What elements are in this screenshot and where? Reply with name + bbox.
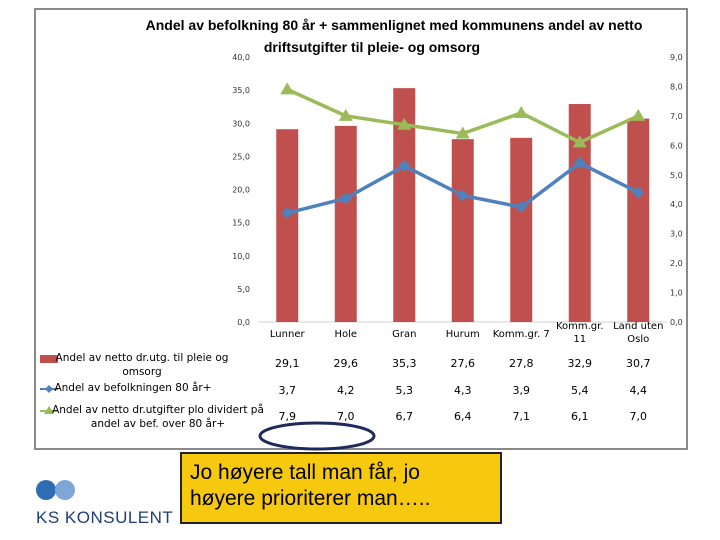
- y-right-tick-label: 8,0: [670, 82, 683, 91]
- data-table-cell: 5,3: [396, 384, 414, 397]
- y-left-tick-label: 25,0: [232, 152, 250, 161]
- data-table-cell: 7,0: [337, 410, 355, 423]
- data-table-cell: 4,4: [630, 384, 648, 397]
- bar: [568, 104, 591, 322]
- ks-logo-icon: [36, 480, 75, 500]
- data-table-cell: 30,7: [626, 357, 651, 370]
- x-category-label: Hole: [334, 329, 357, 340]
- bar: [510, 137, 533, 322]
- y-left-tick-label: 15,0: [232, 219, 250, 228]
- chart-title-line-2: driftsutgifter til pleie- og omsorg: [264, 39, 480, 55]
- data-table-cell: 3,9: [513, 384, 531, 397]
- highlight-ellipse: [258, 421, 376, 451]
- x-category-label: Lunner: [270, 329, 306, 340]
- y-right-tick-label: 4,0: [670, 200, 683, 209]
- line-point: [573, 157, 586, 169]
- callout-line-2: høyere prioriterer man…..: [190, 487, 431, 510]
- x-category-label: Gran: [392, 329, 416, 340]
- y-right-tick-label: 5,0: [670, 171, 683, 180]
- legend-swatch: [40, 355, 58, 363]
- chart-frame: [34, 8, 688, 450]
- y-left-tick-label: 35,0: [232, 86, 250, 95]
- line-point: [397, 117, 412, 130]
- line-point: [338, 108, 353, 121]
- line-point: [631, 108, 646, 121]
- bar: [393, 88, 416, 322]
- line-point: [572, 135, 587, 148]
- line-point: [515, 201, 528, 214]
- y-right-tick-label: 6,0: [670, 141, 683, 150]
- callout-line-1: Jo høyere tall man får, jo: [190, 461, 420, 484]
- data-table-cell: 6,1: [571, 410, 589, 423]
- y-right-tick-label: 0,0: [670, 318, 683, 327]
- data-table-cell: 29,6: [334, 357, 359, 370]
- y-left-tick-label: 30,0: [232, 119, 250, 128]
- y-left-tick-label: 5,0: [237, 285, 250, 294]
- legend-label: Andel av befolkningen 80 år+: [54, 381, 211, 394]
- data-table-cell: 4,2: [337, 384, 355, 397]
- line-point: [632, 186, 645, 199]
- data-table-cell: 4,3: [454, 384, 472, 397]
- legend-label: Andel av netto dr.utgifter plo dividert …: [52, 403, 264, 430]
- legend-marker: [44, 406, 54, 414]
- line-point: [455, 126, 470, 139]
- y-right-tick-label: 7,0: [670, 112, 683, 121]
- line-point: [280, 82, 295, 95]
- line-point: [398, 159, 411, 172]
- y-right-tick-label: 3,0: [670, 230, 683, 239]
- chart-title-line-1: Andel av befolkning 80 år + sammenlignet…: [146, 17, 643, 33]
- x-category-label: Land uten Oslo: [613, 321, 663, 345]
- data-table-cell: 5,4: [571, 384, 589, 397]
- bar: [276, 129, 299, 322]
- line-point: [339, 192, 352, 205]
- data-table-cell: 27,6: [451, 357, 476, 370]
- y-left-tick-label: 10,0: [232, 252, 250, 261]
- x-category-label: Komm.gr. 11: [556, 321, 604, 345]
- data-table-cell: 7,0: [630, 410, 648, 423]
- y-right-tick-label: 9,0: [670, 53, 683, 62]
- y-right-tick-label: 2,0: [670, 259, 683, 268]
- ks-logo-text: KS KONSULENT: [36, 508, 174, 527]
- data-table-cell: 3,7: [279, 384, 297, 397]
- data-table-cell: 32,9: [568, 357, 593, 370]
- data-table-cell: 6,4: [454, 410, 472, 423]
- line-point: [456, 189, 469, 202]
- data-table-cell: 7,9: [279, 410, 297, 423]
- data-table-cell: 7,1: [513, 410, 531, 423]
- x-category-label: Hurum: [446, 329, 480, 340]
- y-left-tick-label: 40,0: [232, 53, 250, 62]
- y-left-tick-label: 20,0: [232, 186, 250, 195]
- data-table-cell: 35,3: [392, 357, 417, 370]
- line-point: [281, 207, 294, 220]
- bar: [627, 118, 650, 322]
- legend-label: Andel av netto dr.utg. til pleie og omsor…: [56, 352, 229, 378]
- legend-marker: [45, 385, 53, 393]
- line-point: [514, 105, 529, 118]
- y-left-tick-label: 0,0: [237, 318, 250, 327]
- data-table-cell: 29,1: [275, 357, 300, 370]
- bar: [334, 125, 357, 323]
- callout-box: Jo høyere tall man får, jo høyere priori…: [180, 452, 502, 524]
- bar: [451, 139, 474, 322]
- y-right-tick-label: 1,0: [670, 289, 683, 298]
- data-table-cell: 6,7: [396, 410, 414, 423]
- x-category-label: Komm.gr. 7: [493, 329, 550, 340]
- data-table-cell: 27,8: [509, 357, 534, 370]
